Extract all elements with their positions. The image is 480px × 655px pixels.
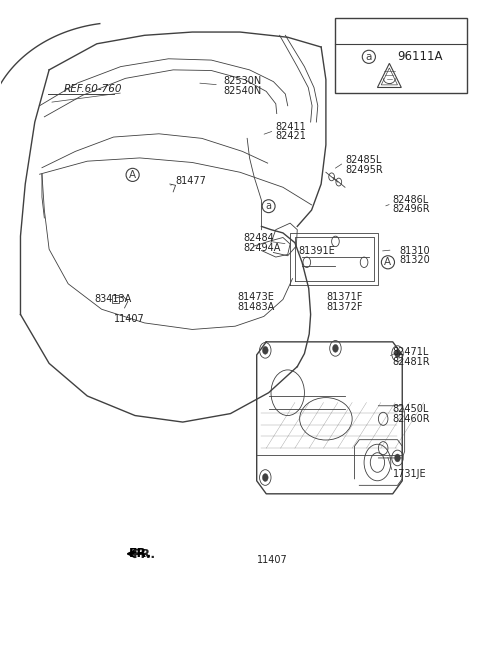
Circle shape xyxy=(333,345,338,352)
Circle shape xyxy=(395,454,400,462)
Text: 82540N: 82540N xyxy=(223,86,262,96)
Text: 81483A: 81483A xyxy=(238,302,275,312)
Text: 82494A: 82494A xyxy=(244,243,281,253)
Text: a: a xyxy=(265,201,272,211)
Text: 82495R: 82495R xyxy=(345,164,383,175)
Text: 81310: 81310 xyxy=(400,246,431,255)
Text: REF.60-760: REF.60-760 xyxy=(63,84,122,94)
Text: FR.: FR. xyxy=(132,548,156,561)
Text: FR.: FR. xyxy=(129,548,152,560)
Text: 83413A: 83413A xyxy=(95,295,132,305)
Text: 81372F: 81372F xyxy=(327,302,363,312)
Text: 81473E: 81473E xyxy=(238,292,275,302)
Text: A: A xyxy=(384,257,392,267)
Text: 82450L: 82450L xyxy=(393,404,429,414)
Circle shape xyxy=(395,350,400,358)
Text: 81320: 81320 xyxy=(400,255,431,265)
Text: 11407: 11407 xyxy=(257,555,288,565)
Text: 82471L: 82471L xyxy=(393,347,429,357)
Text: 81371F: 81371F xyxy=(327,292,363,302)
Text: A: A xyxy=(129,170,136,180)
Text: 11407: 11407 xyxy=(114,314,144,324)
Text: 81477: 81477 xyxy=(176,176,206,187)
Text: 82481R: 82481R xyxy=(393,357,431,367)
Text: 82485L: 82485L xyxy=(345,155,382,165)
Text: 82486L: 82486L xyxy=(393,195,429,205)
Circle shape xyxy=(263,474,268,481)
Bar xyxy=(112,295,119,303)
Text: 82421: 82421 xyxy=(276,132,307,141)
Text: 82460R: 82460R xyxy=(393,414,431,424)
Text: 82530N: 82530N xyxy=(223,76,262,86)
Text: 82411: 82411 xyxy=(276,122,307,132)
Text: 81391E: 81391E xyxy=(298,246,335,255)
Text: 96111A: 96111A xyxy=(397,50,443,64)
Text: 82496R: 82496R xyxy=(393,204,431,214)
Text: a: a xyxy=(366,52,372,62)
Circle shape xyxy=(263,346,268,354)
Text: 1731JE: 1731JE xyxy=(393,468,426,479)
Text: 82484: 82484 xyxy=(244,233,275,243)
